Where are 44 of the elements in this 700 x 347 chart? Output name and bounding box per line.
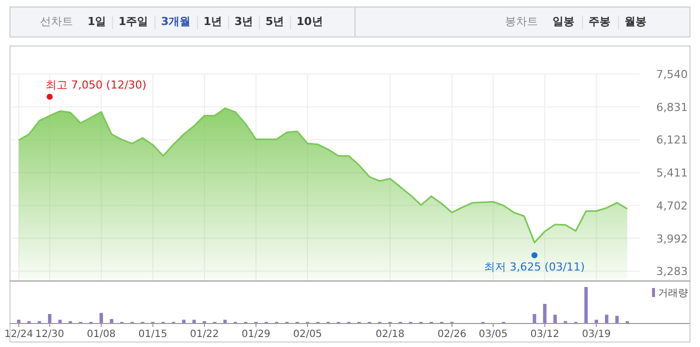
legend-label: 거래량 — [658, 288, 688, 299]
text: 선차트 — [40, 15, 73, 28]
bar — [553, 314, 557, 323]
x-tick-label: 03/12 — [530, 329, 560, 340]
bar — [110, 319, 114, 323]
bar — [100, 312, 103, 323]
x-tick-label: 01/15 — [138, 329, 168, 340]
x-tick-label: 02/05 — [293, 329, 322, 340]
text: 1일 — [88, 15, 106, 28]
bar — [192, 320, 196, 323]
x-tick-label: 01/22 — [190, 329, 219, 340]
x-tick-label: 03/19 — [582, 329, 611, 340]
text: 1년 — [204, 15, 222, 28]
annotation: 최저 3,625 (03/11) — [484, 260, 585, 274]
text: 주봉 — [588, 15, 610, 28]
text: 5년 — [266, 15, 284, 28]
text: 월봉 — [624, 15, 646, 28]
annotation: 최고 7,050 (12/30) — [46, 78, 146, 92]
x-tick-label: 02/18 — [376, 329, 404, 340]
bar — [543, 304, 546, 323]
text: 3년 — [234, 15, 254, 28]
text: 10년 — [296, 15, 323, 28]
text: 1주일 — [118, 15, 148, 28]
x-tick-label: 02/26 — [438, 329, 466, 340]
x-tick-label: 12/30 — [35, 329, 64, 340]
y-tick-label: 6,121 — [656, 134, 688, 147]
y-tick-label: 3,283 — [656, 265, 688, 278]
y-tick-label: 4,702 — [656, 199, 688, 212]
bar — [17, 320, 20, 323]
bar — [48, 314, 52, 323]
x-tick-label: 01/08 — [86, 329, 116, 340]
bar — [182, 320, 186, 323]
x-tick-label: 03/05 — [478, 329, 508, 340]
bar — [604, 314, 608, 323]
x-tick-label: 12/24 — [4, 329, 34, 340]
y-tick-label: 3,992 — [656, 232, 688, 246]
bar — [594, 320, 598, 323]
y-tick-label: 5,411 — [656, 166, 688, 180]
text: 봉차트 — [505, 15, 538, 28]
y-tick-label: 7,540 — [656, 68, 688, 81]
text: 일봉 — [552, 15, 574, 28]
x-tick-label: 01/29 — [242, 329, 270, 340]
text: 3개월 — [161, 15, 191, 28]
y-tick-label: 6,831 — [656, 100, 688, 114]
